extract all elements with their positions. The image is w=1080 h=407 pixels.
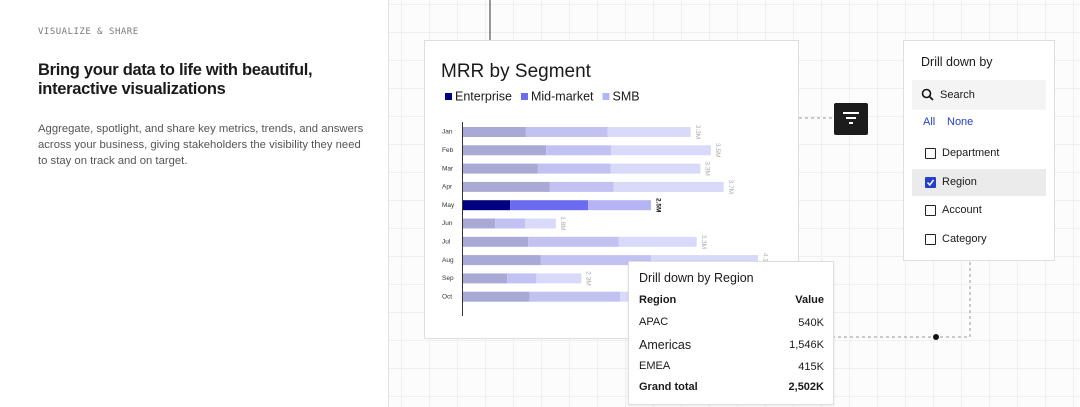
checkmark [926, 179, 935, 186]
drill-option[interactable]: Category [912, 226, 1046, 253]
drill-option[interactable]: Department [912, 140, 1046, 167]
region-cell: Americas [639, 338, 692, 352]
checkbox [925, 176, 936, 188]
total-value: 2,502K [788, 381, 824, 393]
checkbox [925, 233, 936, 245]
bar-segment [650, 255, 759, 266]
bar-segment [463, 127, 526, 137]
category-label: Apr [442, 184, 453, 191]
category-label: Sep [442, 275, 454, 282]
bar-segment [463, 291, 530, 302]
total-label: 3.7M [727, 180, 734, 194]
total-label: 3.3M [700, 235, 707, 249]
bar-segment [613, 181, 724, 192]
bar-segment [588, 200, 651, 211]
bar-segment [525, 218, 556, 229]
panel-title: Drill down by [921, 55, 993, 69]
bar-segment [529, 291, 621, 302]
search-box[interactable]: Search [912, 80, 1046, 110]
drill-table: Drill down by Region Region Value APAC 54… [628, 261, 834, 405]
column-header: Region [639, 294, 677, 306]
search-icon [921, 88, 934, 101]
region-cell: APAC [639, 316, 669, 328]
bar-segment [463, 273, 508, 284]
bar-segment [510, 200, 589, 211]
description: Aggregate, spotlight, and share key metr… [38, 123, 364, 167]
option-label: Region [942, 175, 977, 188]
legend-label: Enterprise [455, 89, 512, 103]
bar-segment [546, 145, 612, 156]
bar-segment [463, 255, 541, 266]
bar-segment [507, 273, 537, 284]
bar-segment [607, 127, 691, 137]
category-label: Jun [442, 220, 453, 227]
legend-swatch [445, 93, 452, 100]
total-label: Grand total [639, 381, 698, 393]
heading: Bring your data to life with beautiful, … [38, 61, 313, 98]
bar-segment [618, 236, 697, 247]
category-label: Aug [442, 257, 454, 264]
option-label: Category [942, 232, 987, 245]
bar-segment [463, 218, 496, 229]
legend-label: Mid-market [531, 89, 594, 103]
bar-segment [463, 200, 511, 211]
drill-panel: Drill down by Search All None Department… [903, 40, 1055, 261]
bar-segment [525, 127, 608, 137]
legend-swatch [520, 93, 528, 100]
bar-segment [549, 181, 614, 192]
select-all[interactable]: All [923, 116, 936, 128]
chart-title: MRR by Segment [441, 61, 592, 82]
bar-segment [537, 163, 611, 174]
total-label: 1.8M [559, 216, 566, 230]
eyebrow: VISUALIZE & SHARE [38, 27, 139, 37]
bar-segment [463, 236, 529, 247]
column-header: Value [795, 294, 824, 306]
bar-segment [610, 163, 701, 174]
category-label: Oct [442, 293, 452, 300]
bar-segment [536, 273, 582, 284]
drill-option[interactable]: Account [912, 197, 1046, 224]
category-label: Feb [442, 147, 454, 154]
value-cell: 415K [798, 361, 824, 373]
category-label: Jan [442, 129, 453, 136]
value-cell: 1,546K [789, 339, 824, 351]
bar-segment [463, 163, 538, 174]
select-none[interactable]: None [947, 116, 974, 128]
option-label: Account [942, 204, 982, 217]
table-title: Drill down by Region [639, 271, 754, 285]
search-placeholder: Search [940, 89, 975, 101]
filter-icon [843, 112, 859, 124]
bar-segment [528, 236, 619, 247]
bar-segment [463, 145, 547, 156]
connector-dot [933, 334, 939, 340]
category-label: May [442, 202, 455, 209]
total-label: 4.1M [761, 253, 768, 267]
option-label: Department [942, 147, 1000, 159]
total-label: 3.3M [704, 161, 711, 175]
region-cell: EMEA [639, 360, 671, 372]
intro-panel: VISUALIZE & SHARE Bring your data to lif… [0, 0, 389, 407]
category-label: Jul [442, 239, 451, 246]
drill-option[interactable]: Region [912, 168, 1046, 196]
legend-label: SMB [613, 89, 640, 103]
bar-segment [611, 145, 711, 156]
value-cell: 540K [798, 317, 824, 329]
connector [832, 259, 971, 338]
checkmark-path [926, 179, 935, 186]
bar-segment [463, 181, 550, 192]
total-label: 2.3M [585, 271, 592, 285]
total-label: 3.5M [714, 143, 721, 157]
bar-segment [495, 218, 526, 229]
bar-segment [540, 255, 651, 266]
legend-swatch [602, 93, 610, 100]
checkbox [925, 148, 936, 159]
checkbox [925, 205, 936, 217]
total-label: 3.3M [694, 125, 701, 139]
total-label: 2.5M [654, 198, 661, 212]
category-label: Mar [442, 165, 454, 172]
